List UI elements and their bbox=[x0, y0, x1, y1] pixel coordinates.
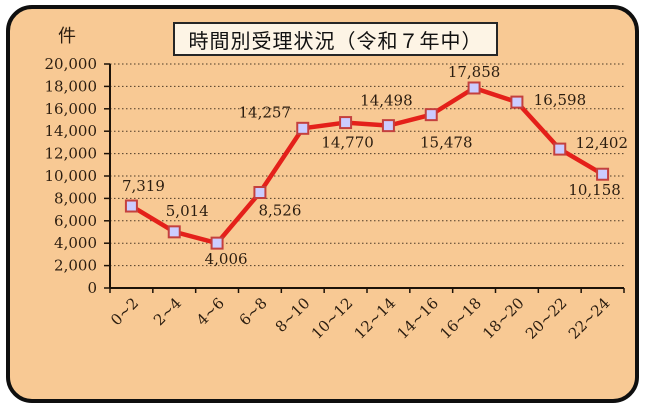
data-line bbox=[130, 85, 604, 246]
data-point-label: 14,498 bbox=[360, 92, 413, 110]
data-point-label: 15,478 bbox=[420, 134, 473, 152]
y-tick-label: 0 bbox=[87, 279, 97, 297]
data-point-label: 12,402 bbox=[576, 134, 629, 152]
y-tick-label: 2,000 bbox=[54, 257, 97, 275]
data-point-marker bbox=[467, 81, 481, 95]
x-category-label: 0~2 bbox=[107, 294, 142, 329]
data-point-marker bbox=[124, 199, 138, 213]
x-category-label: 20~22 bbox=[522, 294, 571, 343]
data-point-marker bbox=[510, 95, 524, 109]
y-tick-label: 10,000 bbox=[45, 167, 98, 185]
data-point-marker bbox=[253, 186, 267, 200]
y-tick-label: 8,000 bbox=[54, 189, 97, 207]
data-point-marker bbox=[381, 119, 395, 133]
y-tick-label: 4,000 bbox=[54, 234, 97, 252]
chart-title-box: 時間別受理状況（令和７年中） bbox=[173, 22, 498, 56]
chart-title: 時間別受理状況（令和７年中） bbox=[188, 28, 483, 53]
x-category-label: 16~18 bbox=[436, 294, 485, 343]
x-category-label: 4~6 bbox=[193, 294, 228, 329]
data-point-marker bbox=[210, 236, 224, 250]
y-tick-label: 12,000 bbox=[45, 145, 98, 163]
data-point-marker bbox=[339, 116, 353, 130]
x-category-label: 14~16 bbox=[393, 294, 442, 343]
x-category-label: 12~14 bbox=[351, 294, 400, 343]
data-point-label: 4,006 bbox=[205, 250, 248, 268]
y-tick-label: 18,000 bbox=[45, 77, 98, 95]
data-point-marker bbox=[296, 121, 310, 135]
y-tick-label: 6,000 bbox=[54, 212, 97, 230]
data-point-label: 7,319 bbox=[122, 177, 165, 195]
x-category-label: 6~8 bbox=[236, 294, 271, 329]
data-point-marker bbox=[424, 108, 438, 122]
y-tick-label: 16,000 bbox=[45, 100, 98, 118]
data-point-label: 8,526 bbox=[258, 202, 301, 220]
data-point-marker bbox=[553, 142, 567, 156]
data-point-marker bbox=[167, 225, 181, 239]
y-tick-label: 14,000 bbox=[45, 122, 98, 140]
y-tick-label: 20,000 bbox=[45, 55, 98, 73]
data-point-label: 14,770 bbox=[321, 134, 374, 152]
data-point-label: 16,598 bbox=[534, 91, 587, 109]
data-point-label: 14,257 bbox=[239, 103, 292, 121]
data-point-label: 17,858 bbox=[448, 63, 501, 81]
x-category-label: 10~12 bbox=[308, 294, 357, 343]
x-category-label: 22~24 bbox=[565, 294, 614, 343]
data-point-label: 10,158 bbox=[568, 181, 621, 199]
data-point-label: 5,014 bbox=[166, 202, 209, 220]
x-category-label: 2~4 bbox=[150, 294, 185, 329]
y-axis-unit-label: 件 bbox=[58, 26, 76, 47]
data-point-marker bbox=[596, 167, 610, 181]
x-category-label: 18~20 bbox=[479, 294, 528, 343]
chart-card: 件 時間別受理状況（令和７年中） bbox=[6, 5, 639, 403]
